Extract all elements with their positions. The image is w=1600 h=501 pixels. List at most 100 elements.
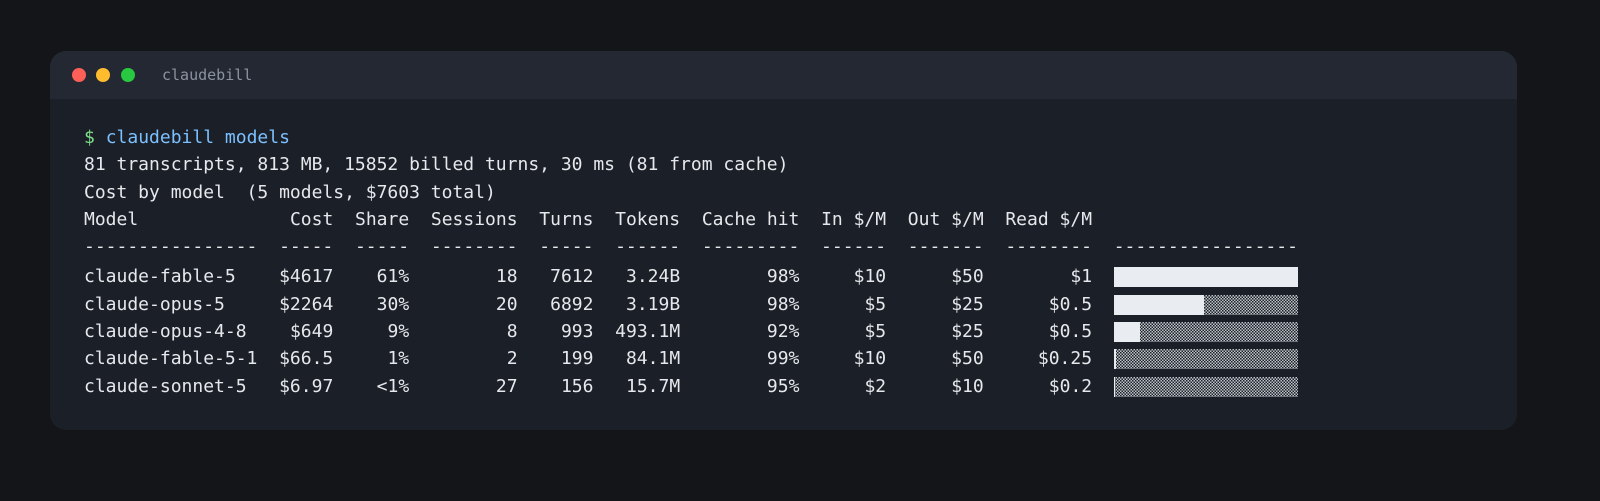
minimize-button[interactable] (96, 68, 110, 82)
terminal-window: claudebill $ claudebill models 81 transc… (50, 51, 1517, 430)
cost-bar (1113, 349, 1117, 370)
command: claudebill models (105, 127, 290, 148)
table-cell: 98% (766, 293, 800, 315)
separator: -------- (430, 236, 518, 258)
model-name: claude-opus-5 (84, 293, 225, 315)
table-cell: 6892 (550, 293, 594, 315)
table-cell: 8 (506, 321, 518, 343)
table-cell: <1% (376, 375, 410, 397)
table-cell: 493.1M (615, 321, 681, 343)
table-cell: $5 (864, 321, 887, 343)
table-cell: 99% (766, 348, 800, 370)
separator: --------- (701, 236, 800, 258)
column-header: Out $/M (907, 208, 984, 230)
prompt: $ (84, 127, 95, 148)
table-separator: ---------------- ----- ----- -------- --… (84, 233, 1298, 260)
cost-bar-track (1113, 267, 1299, 288)
table-cell: $50 (951, 266, 984, 288)
column-header: In $/M (821, 208, 887, 230)
table-cell: 7612 (550, 266, 594, 288)
window-title: claudebill (162, 66, 253, 84)
cost-bar (1113, 267, 1299, 288)
model-name: claude-sonnet-5 (84, 375, 247, 397)
table-cell: 993 (560, 321, 594, 343)
column-header: Sessions (430, 208, 518, 230)
table-cell: 30% (376, 293, 410, 315)
separator: ------- (907, 236, 984, 258)
table-cell: 27 (495, 375, 518, 397)
table-body: claude-fable-5 $4617 61% 18 7612 3.24B 9… (84, 263, 1299, 400)
cost-bar-track (1113, 376, 1299, 397)
table-cell: 1% (387, 348, 410, 370)
table-cell: 98% (766, 266, 800, 288)
table-cell: 3.19B (626, 293, 681, 315)
zoom-button[interactable] (121, 68, 135, 82)
column-header: Share (354, 208, 410, 230)
column-header: Read $/M (1005, 208, 1093, 230)
close-button[interactable] (72, 68, 86, 82)
model-name: claude-fable-5 (84, 266, 236, 288)
table-header: Model Cost Share Sessions Turns Tokens C… (84, 206, 1298, 233)
table-cell: 20 (495, 293, 518, 315)
table-row: claude-fable-5-1 $66.5 1% 2 199 84.1M 99… (84, 345, 1299, 372)
command-line: $ claudebill models (84, 124, 1298, 151)
table-cell: 2 (506, 348, 518, 370)
separator: ------ (615, 236, 681, 258)
terminal-output: $ claudebill models 81 transcripts, 813 … (84, 124, 1299, 400)
table-cell: 199 (560, 348, 594, 370)
table-cell: $25 (951, 293, 984, 315)
table-cell: $50 (951, 348, 984, 370)
separator: ----- (354, 236, 410, 258)
table-cell: $649 (289, 321, 334, 343)
table-cell: $0.2 (1048, 375, 1093, 397)
heading: Cost by model (5 models, $7603 total) (84, 181, 496, 203)
table-cell: $25 (951, 321, 984, 343)
table-cell: 15.7M (626, 375, 681, 397)
table-row: claude-fable-5 $4617 61% 18 7612 3.24B 9… (84, 263, 1299, 290)
title-bar: claudebill (50, 51, 1517, 99)
table-cell: 9% (387, 321, 410, 343)
column-header: Cost (289, 208, 334, 230)
table-cell: $0.25 (1037, 348, 1093, 370)
table-cell: $5 (864, 293, 887, 315)
cost-bar-track (1113, 349, 1299, 370)
table-cell: $2 (864, 375, 887, 397)
table-row: claude-opus-5 $2264 30% 20 6892 3.19B 98… (84, 291, 1299, 318)
table-cell: 18 (495, 266, 518, 288)
table-cell: $66.5 (279, 348, 334, 370)
table-cell: 84.1M (625, 348, 681, 370)
table-cell: $10 (853, 348, 887, 370)
separator: ----- (539, 236, 594, 258)
column-header: Turns (539, 208, 594, 230)
separator: -------- (1005, 236, 1093, 258)
table-cell: $2264 (279, 293, 334, 315)
cost-bar-track (1113, 322, 1299, 343)
cost-bar (1113, 322, 1140, 343)
table-cell: $0.5 (1048, 293, 1093, 315)
table-cell: $6.97 (279, 375, 334, 397)
table-cell: 156 (560, 375, 594, 397)
table-cell: $10 (951, 375, 984, 397)
model-name: claude-fable-5-1 (84, 348, 258, 370)
table-cell: 95% (766, 375, 800, 397)
cost-bar-track (1113, 294, 1299, 315)
column-header: Model (84, 208, 139, 230)
summary: 81 transcripts, 813 MB, 15852 billed tur… (84, 154, 789, 176)
table-cell: 92% (766, 321, 800, 343)
column-header: Tokens (615, 208, 681, 230)
separator: ----------------- (1113, 236, 1298, 258)
table-cell: 3.24B (626, 266, 681, 288)
table-cell: $0.5 (1048, 321, 1093, 343)
table-row: claude-opus-4-8 $649 9% 8 993 493.1M 92%… (84, 318, 1299, 345)
table-cell: $4617 (279, 266, 334, 288)
separator: ---------------- (84, 236, 258, 258)
table-row: claude-sonnet-5 $6.97 <1% 27 156 15.7M 9… (84, 373, 1299, 400)
cost-bar (1113, 294, 1205, 315)
table-cell: $10 (853, 266, 887, 288)
separator: ------ (821, 236, 887, 258)
column-header: Cache hit (701, 208, 800, 230)
table-cell: 61% (376, 266, 410, 288)
table-cell: $1 (1070, 266, 1093, 288)
separator: ----- (279, 236, 334, 258)
